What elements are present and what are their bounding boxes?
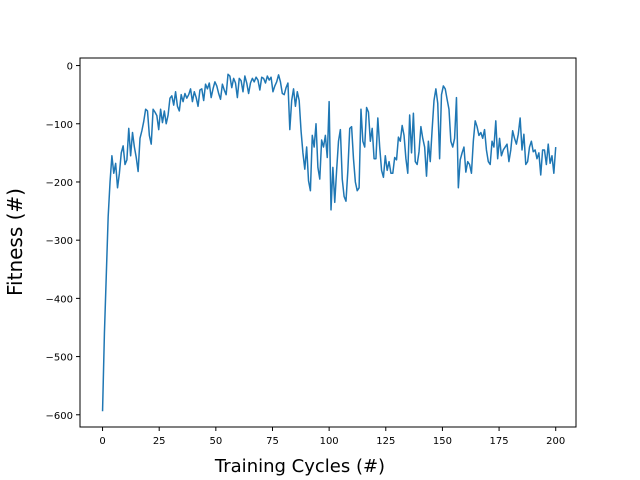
y-tick-label: −300 <box>46 236 73 247</box>
series-line-0 <box>101 73 557 412</box>
x-tick-label: 175 <box>490 436 509 447</box>
x-tick-label: 150 <box>433 436 452 447</box>
y-tick-label: −600 <box>46 411 73 422</box>
y-axis-label: Fitness (#) <box>3 188 27 296</box>
x-tick-label: 0 <box>99 436 105 447</box>
plot-frame <box>79 57 577 428</box>
x-tick-label: 125 <box>376 436 395 447</box>
x-tick-label: 200 <box>546 436 565 447</box>
y-tick-label: −200 <box>46 178 73 189</box>
y-axis-ticks: −600 −500 −400 −300 −200 −100 0 <box>46 62 80 422</box>
y-tick-label: −500 <box>46 353 73 364</box>
y-tick-label: 0 <box>67 62 73 73</box>
y-tick-label: −400 <box>46 294 73 305</box>
x-axis-label: Training Cycles (#) <box>214 456 385 477</box>
x-tick-label: 50 <box>209 436 222 447</box>
x-tick-label: 100 <box>320 436 339 447</box>
series-layer <box>101 73 557 412</box>
x-axis-ticks: 0 25 50 75 100 125 150 175 200 <box>99 427 565 447</box>
y-tick-label: −100 <box>46 120 73 131</box>
x-tick-label: 25 <box>153 436 166 447</box>
x-tick-label: 75 <box>266 436 279 447</box>
